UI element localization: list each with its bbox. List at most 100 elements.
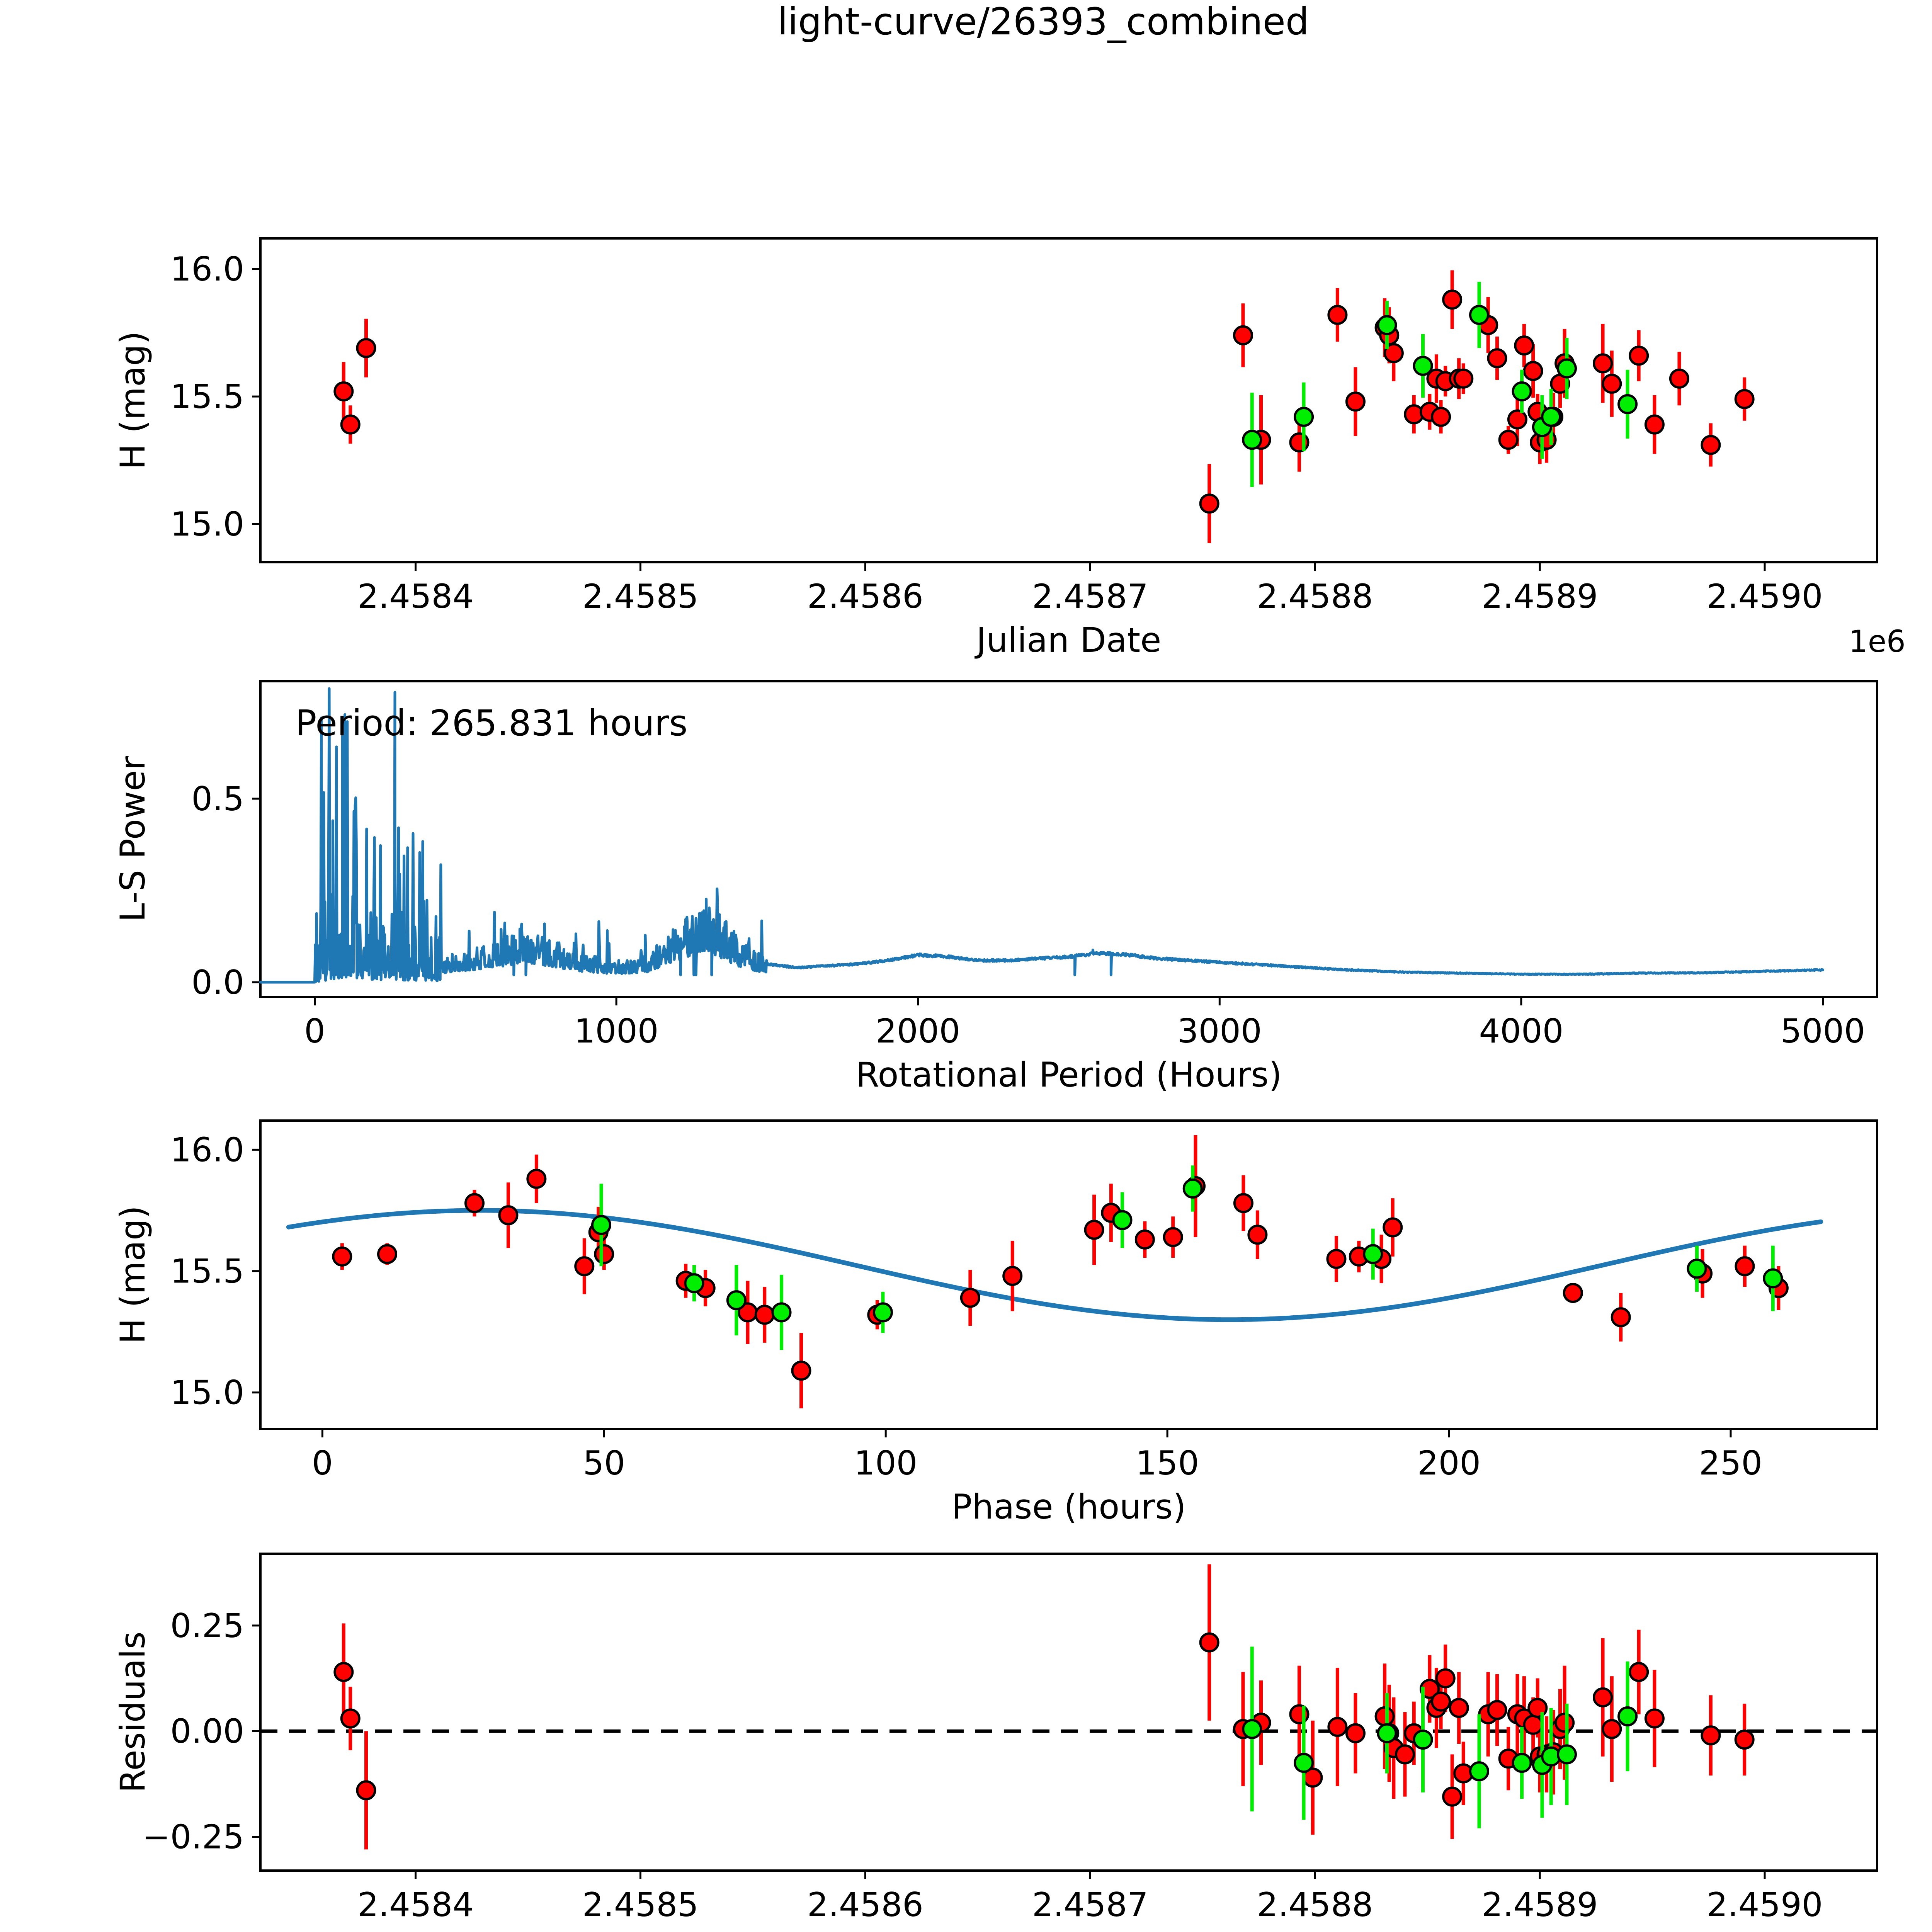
data-point: [1687, 1259, 1707, 1279]
data-point: [1377, 315, 1397, 335]
data-point: [1419, 1679, 1440, 1699]
lightcurve-offset-label: 1e6: [1849, 624, 1905, 659]
phase-folded-sine-fit: [286, 1208, 1823, 1322]
data-point: [1435, 1668, 1456, 1689]
data-point: [1512, 1753, 1532, 1773]
lightcurve-xaxis-label: Julian Date: [975, 620, 1162, 660]
data-point: [1199, 493, 1219, 514]
data-point: [340, 1708, 361, 1729]
data-point: [1512, 381, 1532, 401]
data-point: [791, 1361, 811, 1381]
data-point: [1487, 1700, 1507, 1720]
panel-phase-folded: 0 50 100 150 200 250 15.0 15.5 16.0 Phase (hours)…: [113, 1119, 1878, 1527]
phase-folded-xticklabel: 50: [583, 1444, 625, 1483]
data-point: [1734, 1730, 1755, 1750]
data-point: [1563, 1283, 1583, 1303]
data-point: [1242, 1719, 1262, 1739]
periodogram-xticklabel: 3000: [1177, 1012, 1262, 1051]
data-point: [333, 381, 354, 401]
data-point: [340, 414, 361, 435]
lightcurve-xticklabel: 2.4589: [1482, 577, 1598, 616]
data-point: [1602, 1719, 1622, 1739]
data-point: [1469, 1761, 1490, 1782]
data-point: [1602, 374, 1622, 394]
data-point: [1629, 345, 1649, 366]
data-point: [1163, 1227, 1183, 1247]
periodogram-yticklabel: 0.5: [191, 780, 244, 818]
data-point: [1431, 406, 1451, 427]
data-point: [1523, 1714, 1543, 1735]
residuals-frame: [259, 1553, 1878, 1872]
residuals-series-green-band: [1242, 1646, 1638, 1828]
data-point: [960, 1287, 980, 1308]
residuals-xticklabel: 2.4585: [582, 1886, 699, 1924]
periodogram-yticklabel: 0.0: [191, 963, 244, 1002]
data-point: [377, 1244, 398, 1264]
residuals-xticklabel: 2.4587: [1032, 1886, 1148, 1924]
data-point: [1593, 353, 1613, 374]
lightcurve-yticklabel: 16.0: [170, 250, 244, 289]
phase-folded-yticklabel: 15.0: [170, 1374, 244, 1412]
data-point: [1701, 1725, 1721, 1746]
residuals-yaxis-label: Residuals: [113, 1631, 153, 1793]
data-point: [1363, 1244, 1383, 1264]
data-point: [1233, 325, 1253, 345]
data-point: [1345, 1723, 1366, 1743]
lightcurve-yticklabel: 15.5: [170, 378, 244, 416]
data-point: [1554, 1713, 1575, 1733]
phase-folded-yticklabel: 15.5: [170, 1252, 244, 1291]
data-point: [1523, 361, 1543, 381]
phase-folded-xaxis-label: Phase (hours): [952, 1487, 1186, 1527]
periodogram-xaxis-label: Rotational Period (Hours): [855, 1055, 1282, 1095]
residuals-xticklabel: 2.4588: [1257, 1886, 1373, 1924]
data-point: [1327, 304, 1348, 325]
data-point: [1556, 1744, 1577, 1765]
periodogram-yaxis-label: L-S Power: [113, 756, 153, 922]
data-point: [1669, 368, 1689, 389]
phase-folded-xticklabel: 250: [1699, 1444, 1762, 1483]
data-point: [1413, 1730, 1433, 1750]
data-point: [1134, 1229, 1155, 1250]
phase-folded-yaxis-label: H (mag): [113, 1206, 153, 1344]
data-point: [1763, 1268, 1783, 1289]
data-point: [1182, 1178, 1203, 1199]
data-point: [1593, 1687, 1613, 1708]
lightcurve-xticklabel: 2.4584: [357, 577, 474, 616]
phase-folded-xticklabel: 100: [854, 1444, 917, 1483]
phase-folded-axes-box: [259, 1119, 1878, 1430]
phase-folded-xticklabel: 0: [312, 1444, 333, 1483]
panel-periodogram: 0 1000 2000 3000 4000 5000 0.0 0.5 Rotational Pe…: [113, 680, 1878, 1095]
data-point: [1629, 1662, 1649, 1682]
lightcurve-xticklabel: 2.4588: [1257, 577, 1373, 616]
data-point: [1395, 1744, 1415, 1765]
panel-residuals: 2.4584 2.4585 2.4586 2.4587 2.4588 2.4589 2.45…: [113, 1553, 1878, 1932]
data-point: [1449, 1698, 1469, 1718]
period-annotation: Period: 265.831 hours: [295, 702, 687, 744]
residuals-xticklabel: 2.4590: [1707, 1886, 1823, 1924]
residuals-xaxis-label: Julian Date: [975, 1929, 1162, 1932]
data-point: [526, 1168, 547, 1189]
periodogram-xticklabel: 0: [304, 1012, 325, 1051]
data-point: [771, 1302, 792, 1323]
data-point: [754, 1304, 775, 1325]
lightcurve-axes-box: [259, 237, 1878, 563]
phase-folded-xticklabel: 200: [1417, 1444, 1481, 1483]
data-point: [356, 338, 376, 358]
data-point: [1514, 335, 1534, 356]
lightcurve-series-green-band: [1242, 282, 1638, 487]
lightcurve-frame: [259, 237, 1878, 563]
data-point: [1383, 343, 1404, 363]
data-point: [574, 1256, 595, 1277]
data-point: [1413, 355, 1433, 376]
data-point: [1199, 1632, 1219, 1653]
data-point: [1498, 430, 1519, 450]
data-point: [332, 1246, 352, 1267]
data-point: [1701, 435, 1721, 455]
data-point: [1469, 304, 1490, 325]
phase-folded-xticklabel: 150: [1136, 1444, 1199, 1483]
data-point: [1442, 1786, 1463, 1807]
data-point: [1345, 391, 1366, 412]
residuals-xticklabel: 2.4584: [357, 1886, 474, 1924]
